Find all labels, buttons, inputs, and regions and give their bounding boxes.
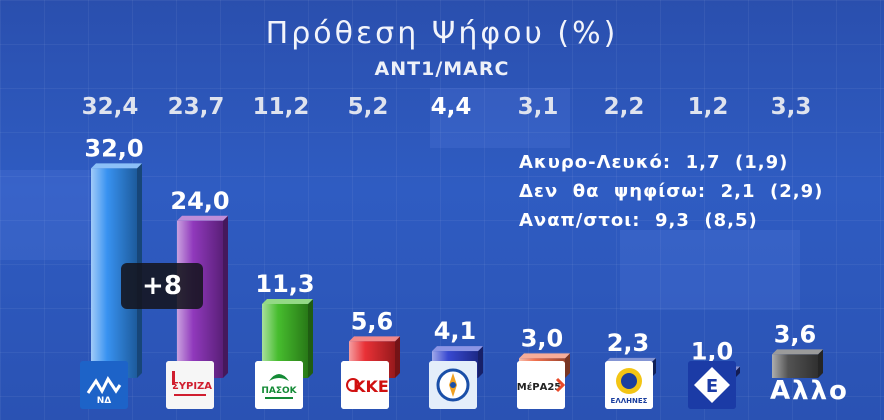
note-invalid-blank: Ακυρο-Λευκό: 1,7 (1,9) xyxy=(519,152,789,173)
note-will-not-vote: Δεν θα ψηφίσω: 2,1 (2,9) xyxy=(519,181,824,202)
nd-logo-icon: ΝΔ xyxy=(80,361,128,409)
bar-value-label-5: 3,0 xyxy=(521,324,564,352)
previous-value-label-4: 4,4 xyxy=(431,94,472,120)
previous-value-label-8: 3,3 xyxy=(771,94,812,120)
bar-value-label-3: 5,6 xyxy=(351,307,394,335)
bar-top-4 xyxy=(432,346,483,352)
bar-value-label-6: 2,3 xyxy=(607,329,650,357)
notes-block: Ακυρο-Λευκό: 1,7 (1,9) Δεν θα ψηφίσω: 2,… xyxy=(519,148,823,235)
bar-top-2 xyxy=(262,298,313,304)
previous-value-label-0: 32,4 xyxy=(82,94,139,120)
background-glow xyxy=(620,230,800,310)
bar-value-label-8: 3,6 xyxy=(774,320,817,348)
pasok-logo-text: ΠΑΣΟΚ xyxy=(261,386,297,396)
bar-top-3 xyxy=(349,336,400,342)
syriza-logo-text: ΣΥΡΙΖΑ xyxy=(172,381,212,392)
syriza-logo-icon: ΣΥΡΙΖΑ xyxy=(166,361,214,409)
bar-side-7 xyxy=(735,366,740,378)
bar-value-label-2: 11,3 xyxy=(255,270,314,298)
bar-top-5 xyxy=(519,353,570,359)
bar-8 xyxy=(772,354,818,378)
bar-side-4 xyxy=(478,346,483,378)
bar-side-8 xyxy=(818,349,823,378)
background-glow xyxy=(430,88,570,148)
bar-top-0 xyxy=(91,163,142,169)
bar-top-8 xyxy=(772,349,823,355)
bar-side-3 xyxy=(395,336,400,378)
chart-title: Πρόθεση Ψήφου (%) xyxy=(265,16,619,51)
bar-value-label-7: 1,0 xyxy=(691,337,734,365)
previous-value-label-5: 3,1 xyxy=(518,94,559,120)
other-label: Αλλο xyxy=(770,376,849,406)
background-glow xyxy=(0,170,90,260)
bar-side-1 xyxy=(223,215,228,378)
mera25-logo-text: ΜέΡΑ25 xyxy=(517,381,561,393)
eleftheroi-logo-icon: Ε xyxy=(688,361,736,409)
nd-logo-text: ΝΔ xyxy=(97,396,112,406)
bar-side-5 xyxy=(565,353,570,378)
previous-value-label-1: 23,7 xyxy=(168,94,225,120)
pasok-logo-icon: ΠΑΣΟΚ xyxy=(255,361,303,409)
previous-value-label-3: 5,2 xyxy=(348,94,389,120)
previous-value-label-7: 1,2 xyxy=(688,94,729,120)
chart-subtitle: ANT1/MARC xyxy=(374,58,510,80)
kke-logo-text: ΚΚΕ xyxy=(353,377,389,396)
compass-logo-icon xyxy=(429,361,477,409)
bar-value-label-0: 32,0 xyxy=(84,134,143,162)
kke-logo-icon: ΚΚΕ xyxy=(341,361,389,409)
note-undecided: Αναπ/στοι: 9,3 (8,5) xyxy=(519,210,758,231)
mera25-logo-icon: ΜέΡΑ25 xyxy=(517,361,565,409)
eleftheroi-logo-text: Ε xyxy=(706,376,718,397)
bar-value-label-4: 4,1 xyxy=(434,317,477,345)
ellines-logo-icon: ΕΛΛΗΝΕΣ xyxy=(605,361,653,409)
difference-badge: +8 xyxy=(121,263,203,309)
bar-top-1 xyxy=(177,215,228,221)
previous-value-label-2: 11,2 xyxy=(253,94,310,120)
bar-value-label-1: 24,0 xyxy=(170,187,229,215)
previous-value-label-6: 2,2 xyxy=(604,94,645,120)
ellines-logo-text: ΕΛΛΗΝΕΣ xyxy=(611,397,648,405)
bar-side-2 xyxy=(308,298,313,378)
